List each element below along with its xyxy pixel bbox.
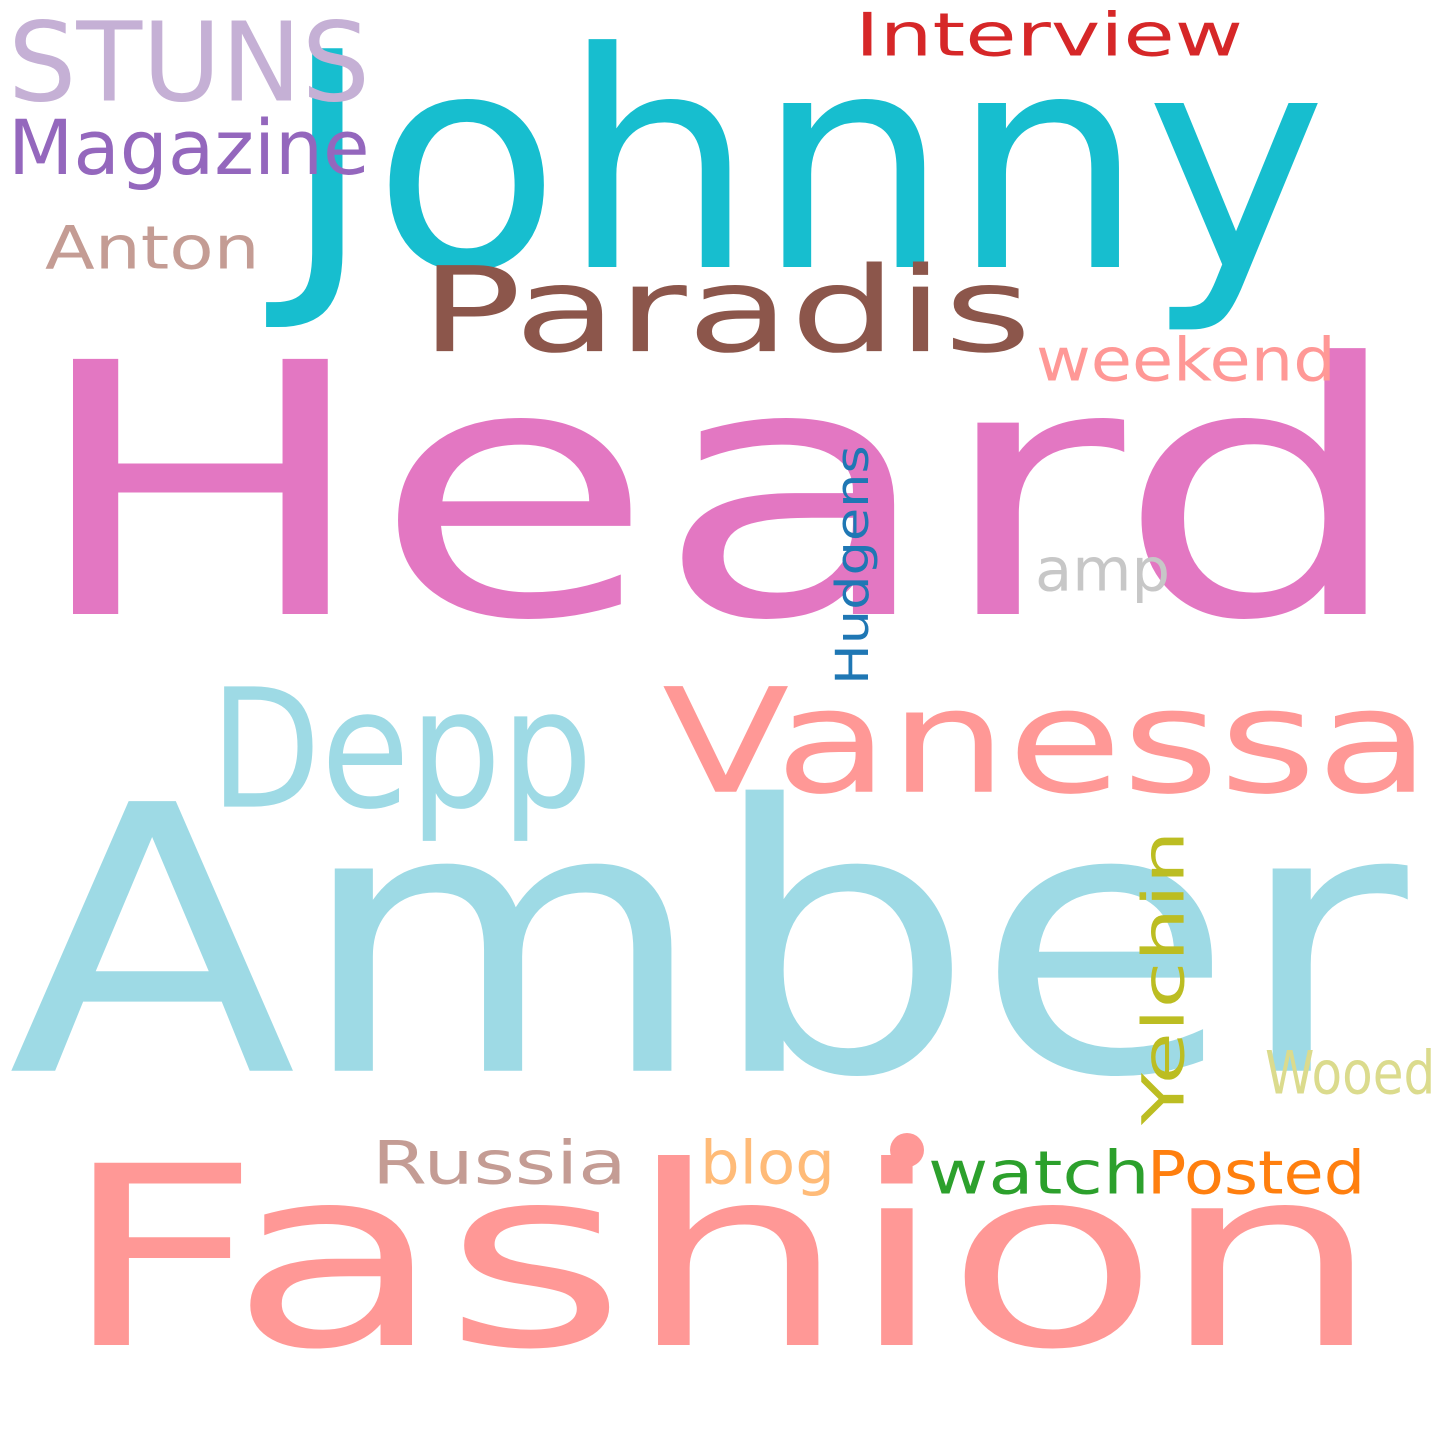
word-weekend: weekend xyxy=(1036,324,1336,395)
word-paradis: Paradis xyxy=(420,241,1032,380)
word-interview: Interview xyxy=(855,0,1243,70)
word-watch: watch xyxy=(928,1137,1150,1208)
word-depp: Depp xyxy=(210,653,593,847)
word-amp: amp xyxy=(1035,534,1171,605)
word-blog: blog xyxy=(700,1127,835,1198)
word-heard: Heard xyxy=(28,288,1408,698)
word-fashion: Fashion xyxy=(60,1112,1382,1405)
word-hudgens: Hudgens xyxy=(825,445,879,685)
word-russia: Russia xyxy=(372,1127,627,1198)
word-yelchin: Yelchin xyxy=(1129,830,1198,1125)
word-vanessa: Vanessa xyxy=(662,656,1431,827)
dot-mark xyxy=(890,1133,924,1167)
word-wooed: Wooed xyxy=(1265,1037,1436,1108)
word-posted: Posted xyxy=(1147,1137,1366,1208)
word-stuns: STUNS xyxy=(8,0,371,127)
word-magazine: Magazine xyxy=(8,103,370,193)
word-johnny: Johnny xyxy=(282,0,1327,339)
word-anton: Anton xyxy=(45,212,260,283)
word-amber: Amber xyxy=(8,726,1408,1160)
